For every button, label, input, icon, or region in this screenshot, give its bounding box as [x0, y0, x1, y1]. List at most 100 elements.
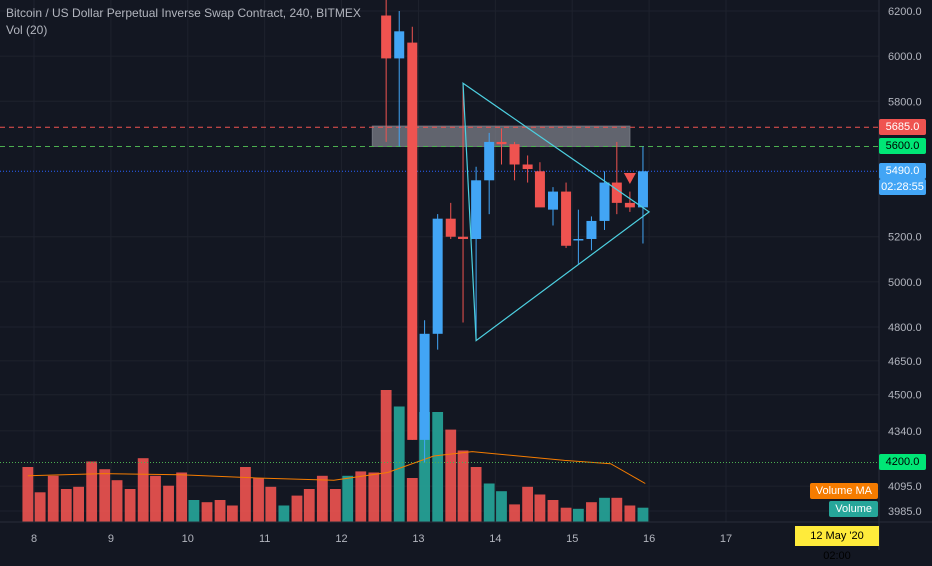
candle-body-7: [471, 180, 482, 239]
volume-indicator-label[interactable]: Vol (20): [6, 23, 48, 37]
candle-body-4: [432, 218, 443, 334]
candle-body-9: [496, 141, 507, 145]
time-tick-7: 15: [566, 533, 578, 545]
volume-bar-24: [329, 489, 341, 522]
time-tick-2: 10: [182, 533, 194, 545]
volume-bar-41: [547, 500, 559, 522]
candle-body-0: [381, 15, 392, 59]
candle-body-12: [534, 171, 545, 208]
time-tick-1: 9: [108, 533, 114, 545]
volume-bar-9: [137, 458, 149, 522]
volume-bar-2: [47, 475, 59, 522]
chart-title[interactable]: Bitcoin / US Dollar Perpetual Inverse Sw…: [6, 6, 361, 20]
volume-bar-15: [214, 500, 226, 522]
volume-bar-26: [355, 471, 367, 522]
volume-bar-22: [303, 489, 315, 522]
price-tick-6: 4650.0: [888, 356, 922, 368]
volume-ma-line: [27, 451, 646, 484]
volume-bar-1: [34, 492, 46, 522]
price-tick-3: 5200.0: [888, 232, 922, 244]
volume-bars: [22, 390, 649, 522]
volume-bar-14: [201, 502, 213, 522]
sell-arrow-marker[interactable]: [623, 173, 636, 185]
volume-bar-29: [393, 406, 405, 522]
volume-bar-42: [560, 507, 572, 522]
candle-body-16: [586, 220, 597, 239]
candle-body-14: [561, 191, 572, 246]
candle-body-20: [637, 171, 648, 208]
volume-bar-3: [60, 489, 72, 522]
volume-bar-7: [111, 480, 123, 522]
volume-bar-19: [265, 486, 277, 522]
symmetrical-triangle-drawing[interactable]: [462, 82, 651, 342]
horizontal-levels[interactable]: [0, 126, 879, 463]
volume-bar-39: [522, 486, 534, 522]
volume-bar-11: [163, 485, 174, 522]
candles: [381, 0, 648, 463]
price-tick-9: 4095.0: [888, 481, 922, 493]
volume-bar-38: [509, 504, 520, 522]
volume-ma-tag: Volume MA: [809, 483, 878, 499]
candle-body-2: [407, 42, 418, 440]
candle-body-18: [611, 182, 622, 203]
price-tag-5600: 5600.0: [879, 138, 926, 155]
volume-bar-0: [22, 467, 34, 522]
time-tick-9: 17: [720, 533, 732, 545]
volume-bar-43: [572, 508, 584, 522]
volume-bar-32: [432, 412, 444, 522]
candle-body-5: [445, 218, 456, 237]
volume-bar-33: [445, 429, 457, 522]
price-tick-4: 5000.0: [888, 277, 922, 289]
price-tick-0: 6200.0: [888, 6, 922, 18]
volume-bar-18: [253, 478, 264, 522]
price-tick-5: 4800.0: [888, 322, 922, 334]
price-tag-5685: 5685.0: [879, 119, 926, 136]
time-tick-0: 8: [31, 533, 37, 545]
volume-bar-17: [240, 467, 251, 522]
price-axis-panel[interactable]: [879, 0, 932, 522]
time-tick-3: 11: [259, 533, 270, 545]
price-tick-7: 4500.0: [888, 390, 922, 402]
volume-bar-13: [188, 500, 200, 522]
time-axis-labels: 8 9 10 11 12 13 14 15 16 17: [31, 533, 732, 545]
volume-bar-35: [470, 467, 482, 522]
volume-bar-47: [624, 505, 636, 522]
volume-bar-16: [226, 505, 238, 522]
candle-body-15: [573, 238, 584, 241]
candle-body-10: [509, 144, 520, 165]
candle-body-13: [548, 191, 558, 210]
volume-bar-37: [496, 491, 507, 522]
candle-body-19: [624, 202, 635, 208]
price-tick-2: 5800.0: [888, 96, 922, 108]
volume-bar-36: [483, 483, 495, 522]
price-chart[interactable]: 6200.0 6000.0 5800.0 5200.0 5000.0 4800.0 4650…: [0, 0, 932, 550]
volume-bar-45: [599, 497, 610, 522]
price-tag-4200: 4200.0: [879, 454, 926, 471]
volume-bar-8: [124, 489, 136, 522]
price-tick-10: 3985.0: [888, 506, 922, 518]
volume-bar-34: [457, 450, 469, 522]
volume-bar-40: [534, 494, 546, 522]
time-tick-4: 12: [335, 533, 347, 545]
time-tick-6: 14: [489, 533, 501, 545]
candle-body-8: [484, 141, 495, 181]
candle-body-1: [394, 31, 405, 59]
volume-bar-46: [611, 497, 623, 522]
time-tick-8: 16: [643, 533, 655, 545]
time-axis-panel[interactable]: [0, 522, 932, 550]
volume-bar-21: [291, 495, 303, 522]
price-axis-labels: 6200.0 6000.0 5800.0 5200.0 5000.0 4800.0 4650…: [888, 6, 922, 518]
volume-bar-6: [99, 469, 111, 522]
volume-bar-28: [380, 390, 392, 522]
price-tick-1: 6000.0: [888, 51, 922, 63]
last-price-tag: 5490.0: [879, 163, 926, 180]
candle-body-3: [419, 333, 430, 440]
volume-bar-12: [176, 472, 188, 522]
time-tick-5: 13: [412, 533, 424, 545]
volume-bar-25: [342, 475, 354, 522]
candle-body-6: [458, 236, 469, 239]
volume-bar-4: [73, 486, 85, 522]
volume-bar-10: [150, 475, 161, 522]
volume-bar-27: [368, 472, 380, 522]
volume-tag: Volume: [829, 501, 878, 517]
